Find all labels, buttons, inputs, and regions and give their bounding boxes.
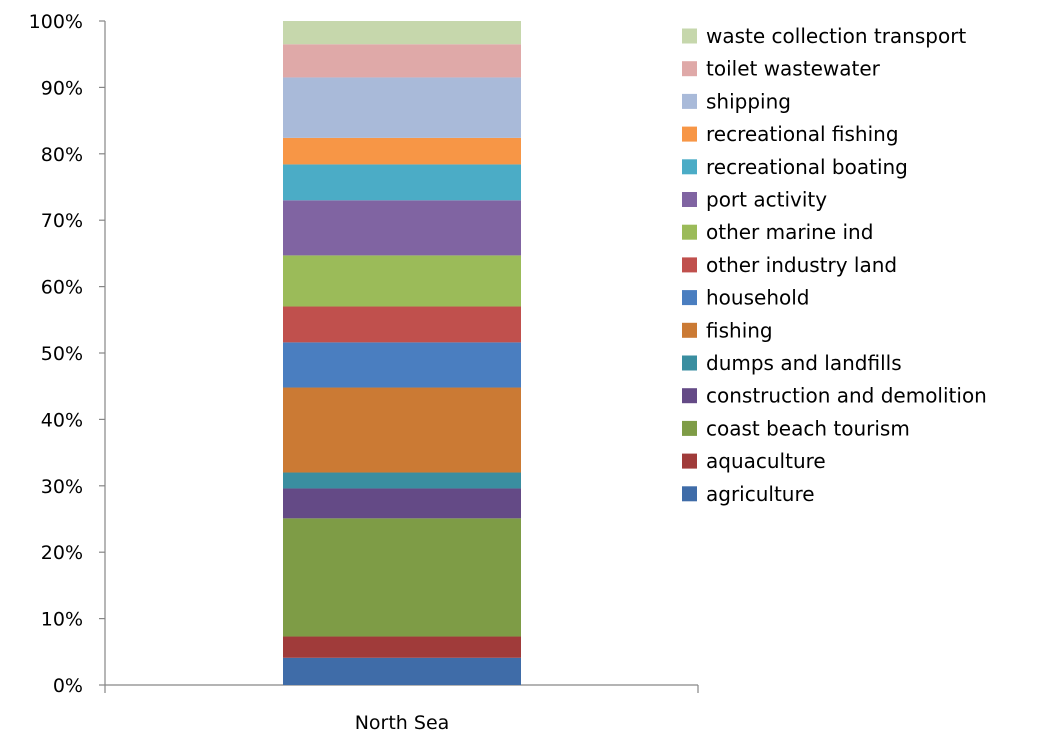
legend-label: toilet wastewater — [706, 57, 881, 81]
legend-swatch — [682, 224, 697, 240]
legend-swatch — [682, 126, 697, 142]
legend-label: recreational fishing — [706, 122, 899, 146]
legend-swatch — [682, 93, 697, 109]
bar-segment-port-activity — [283, 200, 521, 256]
bar-segment-recreational-fishing — [283, 137, 521, 165]
y-tick-label: 30% — [41, 476, 83, 498]
legend-swatch — [682, 290, 697, 306]
bar-segment-construction-and-demolition — [283, 488, 521, 519]
legend-swatch — [682, 61, 697, 77]
legend-swatch — [682, 486, 697, 502]
legend-swatch — [682, 322, 697, 338]
x-category-label: North Sea — [355, 712, 450, 734]
bar-segment-coast-beach-tourism — [283, 518, 521, 637]
y-tick-label: 0% — [53, 675, 83, 697]
y-tick-label: 60% — [41, 277, 83, 299]
legend-label: recreational boating — [706, 155, 908, 179]
y-tick-label: 10% — [41, 609, 83, 631]
y-tick-label: 40% — [41, 409, 83, 431]
legend-swatch — [682, 453, 697, 469]
legend-label: waste collection transport — [706, 24, 966, 48]
legend-label: agriculture — [706, 482, 815, 506]
bar-segment-other-marine-ind — [283, 255, 521, 307]
legend-swatch — [682, 420, 697, 436]
legend-label: other marine ind — [706, 220, 873, 244]
bar-segment-waste-collection-transport — [283, 21, 521, 45]
legend-label: shipping — [706, 89, 791, 113]
legend-swatch — [682, 28, 697, 44]
legend-label: household — [706, 286, 809, 310]
bar-segment-aquaculture — [283, 636, 521, 658]
x-axis: North Sea — [104, 684, 699, 734]
legend-swatch — [682, 159, 697, 175]
legend-label: aquaculture — [706, 449, 826, 473]
bar-segment-fishing — [283, 387, 521, 473]
bar-segment-household — [283, 342, 521, 388]
y-tick-label: 50% — [41, 343, 83, 365]
bar-segment-shipping — [283, 77, 521, 138]
legend-swatch — [682, 192, 697, 207]
bar-segment-other-industry-land — [283, 306, 521, 343]
y-tick-label: 70% — [41, 210, 83, 232]
bar-stack — [283, 21, 521, 685]
bar-segment-recreational-boating — [283, 164, 521, 201]
legend-label: fishing — [706, 318, 773, 342]
legend-label: construction and demolition — [706, 384, 987, 408]
y-tick-label: 100% — [29, 11, 83, 33]
legend-label: dumps and landfills — [706, 351, 902, 375]
legend-label: port activity — [706, 188, 827, 212]
bar-segment-toilet-wastewater — [283, 44, 521, 78]
legend-label: other industry land — [706, 253, 897, 277]
y-tick-label: 80% — [41, 144, 83, 166]
y-tick-label: 90% — [41, 77, 83, 99]
bar-segment-agriculture — [283, 657, 521, 685]
legend-label: coast beach tourism — [706, 416, 910, 440]
y-axis: 0% 10% 20% 30% 40% 50% 60% 70% 80% 90% 100% — [29, 11, 106, 697]
y-tick-label: 20% — [41, 542, 83, 564]
legend-swatch — [682, 388, 697, 404]
bar-segment-dumps-and-landfills — [283, 472, 521, 489]
legend-swatch — [682, 257, 697, 273]
legend-swatch — [682, 355, 697, 371]
legend: waste collection transport toilet wastewa… — [682, 24, 987, 506]
